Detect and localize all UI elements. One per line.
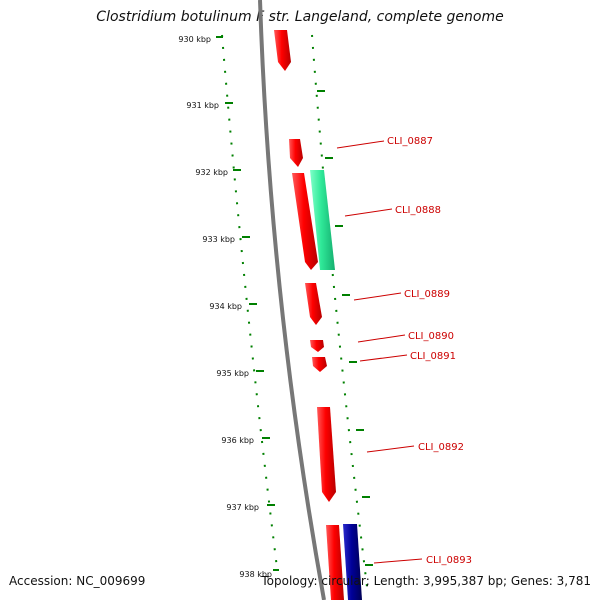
gene-label-cli-0891: CLI_0891	[359, 351, 456, 362]
tick-937-kbp: 937 kbp	[226, 503, 275, 512]
tick-label: 932 kbp	[195, 168, 228, 177]
gene-label-text: CLI_0893	[426, 555, 472, 566]
gene-label-text: CLI_0892	[418, 442, 464, 453]
tick-931-kbp: 931 kbp	[186, 101, 233, 110]
accession-text: Accession: NC_009699	[9, 574, 146, 588]
tick-938-kbp: 938 kbp	[239, 569, 279, 579]
tick-label: 930 kbp	[178, 35, 211, 44]
tick-label: 936 kbp	[221, 436, 254, 445]
scale-track-right	[311, 34, 369, 596]
tick-934-kbp: 934 kbp	[209, 302, 257, 311]
tick-935-kbp: 935 kbp	[216, 369, 264, 378]
gene-cli-0888[interactable]	[292, 173, 318, 270]
gene-label-text: CLI_0887	[387, 136, 433, 147]
gene-cli-0889[interactable]	[305, 283, 322, 325]
gene-label-cli-0888: CLI_0888	[344, 205, 441, 217]
genome-backbone	[258, 0, 326, 600]
gene-cli-0890[interactable]	[310, 340, 324, 352]
gene-cli-0893[interactable]	[326, 525, 344, 600]
tick-label: 933 kbp	[202, 235, 235, 244]
gene-label-cli-0889: CLI_0889	[353, 289, 450, 301]
tick-930-kbp: 930 kbp	[178, 35, 223, 44]
tick-label: 935 kbp	[216, 369, 249, 378]
gene-cli-0888-paired[interactable]	[310, 170, 335, 270]
tick-936-kbp: 936 kbp	[221, 436, 270, 445]
gene-label-cli-0890: CLI_0890	[357, 331, 454, 343]
gene-label-text: CLI_0888	[395, 205, 441, 216]
gene-cli-0892[interactable]	[317, 407, 336, 502]
genome-summary: Topology: circular; Length: 3,995,387 bp…	[261, 574, 591, 588]
tick-label: 937 kbp	[226, 503, 259, 512]
gene-label-text: CLI_0891	[410, 351, 456, 362]
gene-label-cli-0892: CLI_0892	[366, 442, 464, 453]
map-title: Clostridium botulinum F str. Langeland, …	[96, 9, 504, 25]
gene-label-cli-0887: CLI_0887	[336, 136, 433, 149]
tick-label: 938 kbp	[239, 570, 272, 579]
scale-ticks-right	[317, 90, 373, 566]
tick-932-kbp: 932 kbp	[195, 168, 241, 177]
gene-label-text: CLI_0890	[408, 331, 454, 342]
gene-label-cli-0893: CLI_0893	[373, 555, 472, 566]
gene-cli-0891[interactable]	[312, 357, 327, 372]
gene-cli-0887[interactable]	[289, 139, 303, 167]
tick-933-kbp: 933 kbp	[202, 235, 250, 244]
tick-label: 931 kbp	[186, 101, 219, 110]
gene-cli-0893-paired[interactable]	[343, 524, 362, 600]
tick-label: 934 kbp	[209, 302, 242, 311]
gene-label-text: CLI_0889	[404, 289, 450, 300]
gene-feature[interactable]	[274, 30, 291, 71]
